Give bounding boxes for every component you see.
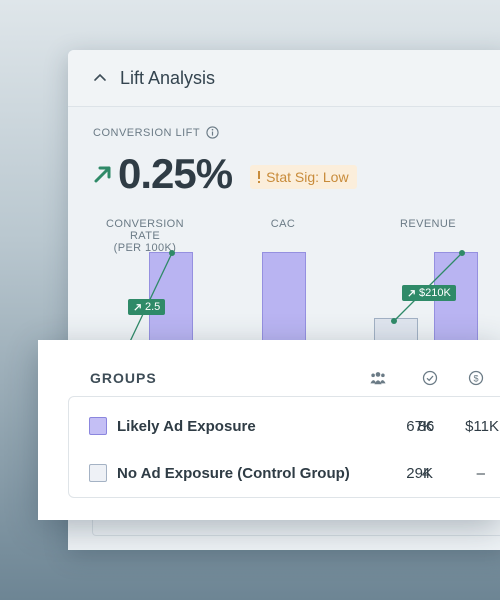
- arrow-up-right-icon: [94, 166, 111, 183]
- metric-label-text: CONVERSION LIFT: [93, 126, 201, 139]
- card-title: Lift Analysis: [120, 67, 216, 88]
- dollar-circle-icon: $: [468, 370, 484, 386]
- card-header[interactable]: Lift Analysis: [68, 50, 500, 107]
- conversion-lift-value: 0.25%: [118, 150, 233, 197]
- group-people: 29K: [406, 464, 433, 482]
- group-color-swatch: [89, 417, 107, 435]
- conversion-lift-label: CONVERSION LIFT: [93, 126, 219, 139]
- conversion-rate-lift-pill: 2.5: [128, 299, 166, 315]
- column-label-line: CAC: [270, 218, 296, 230]
- stat-sig-badge: Stat Sig: Low: [250, 165, 357, 189]
- arrow-up-right-icon: [134, 303, 141, 311]
- exclamation-icon: [258, 171, 261, 183]
- stat-sig-text: Stat Sig: Low: [266, 169, 349, 185]
- pill-text: 2.5: [145, 301, 161, 313]
- card-lower-frame: [92, 505, 500, 536]
- group-revenue: $11K: [465, 417, 499, 435]
- groups-table: Likely Ad Exposure 67K 86 $11K No Ad Exp…: [68, 396, 500, 498]
- group-revenue: –: [476, 464, 485, 482]
- people-icon: [370, 372, 386, 385]
- column-label-conversion-rate: CONVERSION RATE (PER 100K): [90, 218, 200, 254]
- group-color-swatch: [89, 464, 107, 482]
- lift-point: [169, 250, 175, 256]
- column-label-revenue: REVENUE: [388, 218, 468, 230]
- table-row[interactable]: Likely Ad Exposure 67K 86 $11K: [69, 411, 500, 441]
- group-conversions: 86: [417, 417, 435, 435]
- revenue-lift-pill: $210K: [402, 285, 456, 301]
- group-label: No Ad Exposure (Control Group): [117, 464, 350, 482]
- lift-point: [459, 250, 465, 256]
- chevron-up-icon[interactable]: [92, 70, 108, 86]
- column-label-line: CONVERSION RATE: [106, 218, 184, 242]
- group-label: Likely Ad Exposure: [117, 417, 256, 435]
- group-conversions: 4: [421, 464, 431, 482]
- column-label-cac: CAC: [258, 218, 308, 230]
- info-icon[interactable]: [206, 126, 219, 139]
- lift-point: [391, 318, 397, 324]
- svg-text:$: $: [473, 374, 478, 384]
- check-circle-icon: [422, 370, 438, 386]
- group-people: 67K: [406, 417, 433, 435]
- pill-text: $210K: [419, 287, 451, 299]
- column-label-subline: (PER 100K): [113, 242, 177, 254]
- table-row[interactable]: No Ad Exposure (Control Group) 29K 4 –: [69, 458, 500, 488]
- arrow-up-right-icon: [408, 289, 415, 297]
- column-label-line: REVENUE: [400, 218, 456, 230]
- groups-title: GROUPS: [90, 370, 157, 386]
- groups-panel: GROUPS $ Likely Ad Exposure 67K 86 $11K …: [38, 340, 500, 520]
- metric-row: 0.25% Stat Sig: Low: [92, 150, 357, 198]
